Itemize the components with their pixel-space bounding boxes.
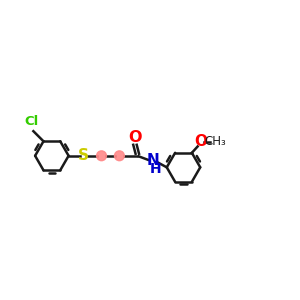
Text: O: O [128,130,142,145]
Text: H: H [150,162,161,176]
Text: S: S [78,148,89,163]
Text: N: N [147,154,160,169]
Text: Cl: Cl [25,115,39,128]
Circle shape [115,151,124,161]
Text: CH₃: CH₃ [205,135,226,148]
Circle shape [97,151,106,161]
Text: O: O [194,134,207,149]
